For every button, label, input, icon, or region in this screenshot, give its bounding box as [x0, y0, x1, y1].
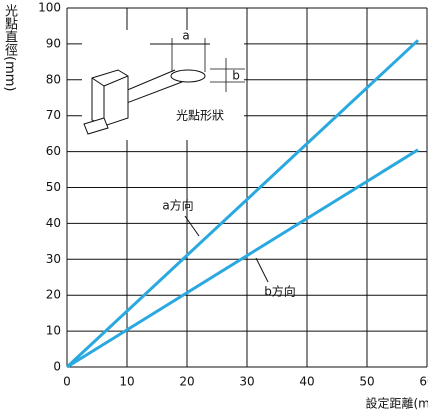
y-axis-label: 光點直徑(mm) [2, 4, 17, 92]
x-tick-label: 40 [299, 375, 314, 389]
series-line [65, 39, 420, 369]
y-tick-label: 90 [46, 36, 61, 50]
x-tick-label: 50 [359, 375, 374, 389]
x-tick-label: 30 [239, 375, 254, 389]
x-tick-label: 10 [119, 375, 134, 389]
y-tick-label: 10 [46, 324, 61, 338]
inset-label: b [232, 69, 240, 83]
y-tick-label: 80 [46, 72, 61, 86]
y-tick-label: 70 [46, 108, 61, 122]
leader [255, 257, 269, 283]
x-tick-label: 60 [419, 375, 428, 389]
y-tick-label: 60 [46, 144, 61, 158]
y-tick-label: 20 [46, 288, 61, 302]
y-tick-label: 50 [46, 180, 61, 194]
inset-caption: 光點形狀 [176, 109, 224, 123]
y-tick-label: 100 [38, 1, 61, 15]
x-axis-label: 設定距離(m) [365, 396, 428, 411]
series-label: a方向 [162, 198, 193, 213]
series-line [66, 148, 419, 369]
series-label: b方向 [264, 284, 296, 299]
x-tick-label: 0 [63, 375, 71, 389]
y-tick-label: 30 [46, 252, 61, 266]
leader [184, 215, 200, 237]
inset-label: a [182, 29, 189, 43]
inset-diagram: a b 光點形狀 [82, 29, 245, 140]
y-tick-label: 40 [46, 216, 61, 230]
y-tick-label: 0 [53, 360, 61, 374]
x-tick-label: 20 [179, 375, 194, 389]
